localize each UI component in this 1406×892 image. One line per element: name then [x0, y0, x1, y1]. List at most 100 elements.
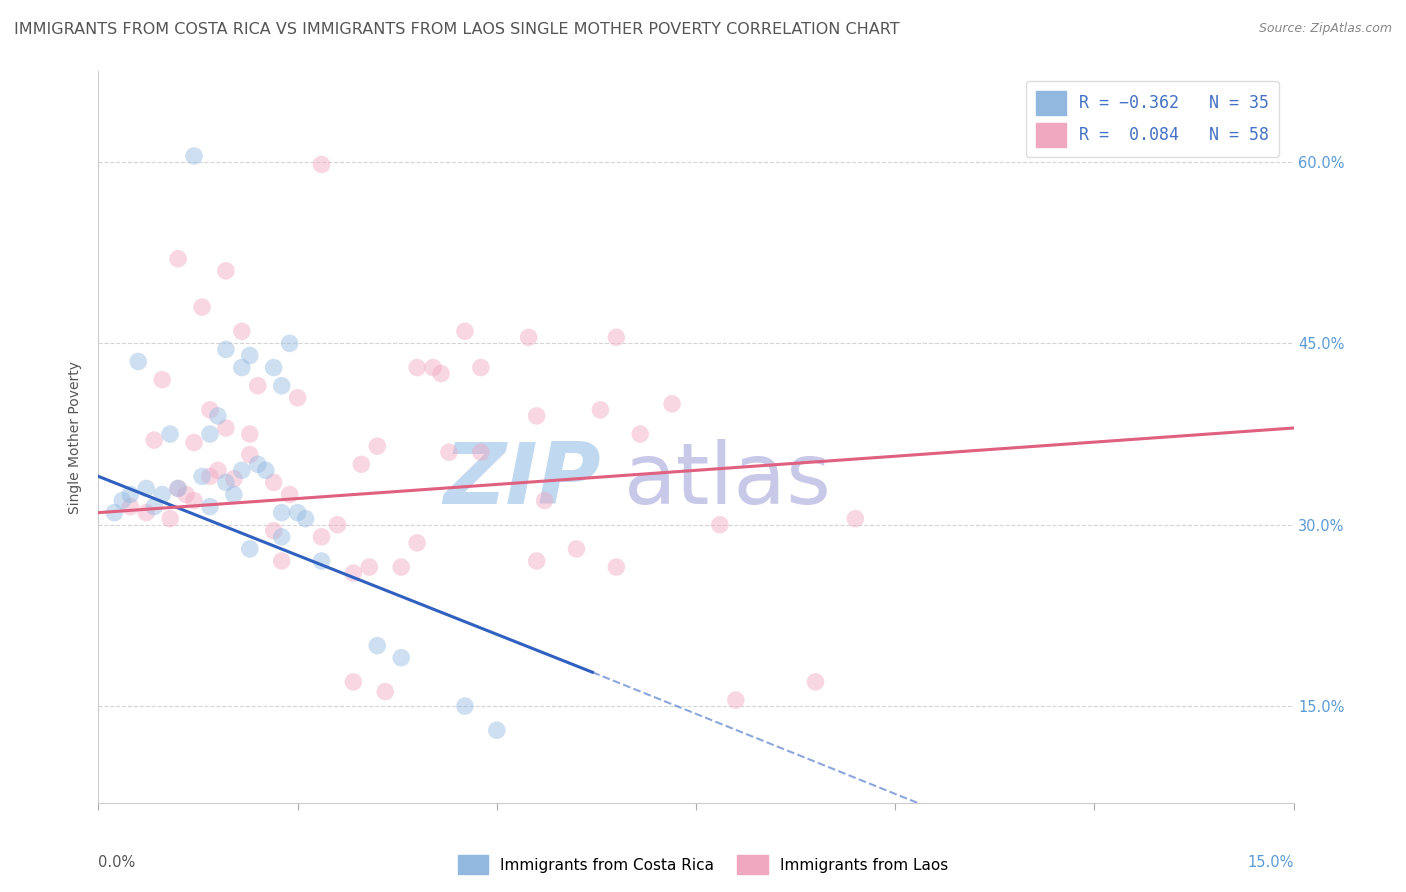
Point — [526, 554, 548, 568]
Point — [709, 517, 731, 532]
Point — [278, 487, 301, 501]
Point — [239, 448, 262, 462]
Point — [215, 475, 238, 490]
Point — [422, 360, 444, 375]
Point — [135, 482, 157, 496]
Point — [589, 403, 612, 417]
Point — [254, 463, 277, 477]
Point — [135, 506, 157, 520]
Point — [207, 409, 229, 423]
Point — [454, 699, 477, 714]
Point — [294, 511, 316, 525]
Point — [533, 493, 555, 508]
Point — [389, 650, 412, 665]
Point — [239, 349, 262, 363]
Point — [342, 674, 364, 689]
Point — [485, 723, 508, 738]
Point — [605, 330, 627, 344]
Point — [120, 500, 142, 514]
Point — [605, 560, 627, 574]
Point — [191, 469, 214, 483]
Text: IMMIGRANTS FROM COSTA RICA VS IMMIGRANTS FROM LAOS SINGLE MOTHER POVERTY CORRELA: IMMIGRANTS FROM COSTA RICA VS IMMIGRANTS… — [14, 22, 900, 37]
Point — [263, 360, 285, 375]
Point — [215, 421, 238, 435]
Text: 15.0%: 15.0% — [1247, 855, 1294, 870]
Point — [270, 530, 292, 544]
Point — [167, 482, 190, 496]
Point — [231, 463, 253, 477]
Y-axis label: Single Mother Poverty: Single Mother Poverty — [69, 360, 83, 514]
Point — [167, 482, 190, 496]
Point — [311, 157, 333, 171]
Point — [222, 487, 245, 501]
Point — [366, 439, 388, 453]
Point — [174, 487, 197, 501]
Point — [287, 391, 309, 405]
Point — [406, 536, 429, 550]
Point — [183, 149, 205, 163]
Point — [215, 343, 238, 357]
Point — [167, 252, 190, 266]
Point — [143, 500, 166, 514]
Point — [454, 324, 477, 338]
Point — [287, 506, 309, 520]
Point — [804, 674, 827, 689]
Point — [159, 427, 181, 442]
Point — [565, 541, 588, 556]
Point — [389, 560, 412, 574]
Point — [215, 264, 238, 278]
Point — [150, 373, 173, 387]
Point — [342, 566, 364, 580]
Point — [350, 457, 373, 471]
Point — [231, 324, 253, 338]
Point — [239, 427, 262, 442]
Point — [406, 360, 429, 375]
Point — [246, 378, 269, 392]
Point — [661, 397, 683, 411]
Text: 0.0%: 0.0% — [98, 855, 135, 870]
Point — [844, 511, 866, 525]
Point — [183, 435, 205, 450]
Point — [198, 427, 221, 442]
Point — [263, 524, 285, 538]
Point — [311, 554, 333, 568]
Point — [159, 511, 181, 525]
Text: Source: ZipAtlas.com: Source: ZipAtlas.com — [1258, 22, 1392, 36]
Point — [263, 475, 285, 490]
Point — [246, 457, 269, 471]
Point — [359, 560, 381, 574]
Text: atlas: atlas — [624, 440, 832, 523]
Point — [470, 360, 492, 375]
Legend: Immigrants from Costa Rica, Immigrants from Laos: Immigrants from Costa Rica, Immigrants f… — [451, 849, 955, 880]
Point — [111, 493, 134, 508]
Point — [311, 530, 333, 544]
Point — [222, 472, 245, 486]
Point — [239, 541, 262, 556]
Point — [150, 487, 173, 501]
Point — [143, 433, 166, 447]
Point — [198, 403, 221, 417]
Point — [270, 378, 292, 392]
Point — [231, 360, 253, 375]
Point — [191, 300, 214, 314]
Point — [437, 445, 460, 459]
Point — [120, 487, 142, 501]
Point — [270, 506, 292, 520]
Legend: R = −0.362   N = 35, R =  0.084   N = 58: R = −0.362 N = 35, R = 0.084 N = 58 — [1026, 81, 1279, 157]
Text: ZIP: ZIP — [443, 440, 600, 523]
Point — [526, 409, 548, 423]
Point — [198, 469, 221, 483]
Point — [183, 493, 205, 508]
Point — [517, 330, 540, 344]
Point — [270, 554, 292, 568]
Point — [326, 517, 349, 532]
Point — [366, 639, 388, 653]
Point — [278, 336, 301, 351]
Point — [374, 684, 396, 698]
Point — [103, 506, 125, 520]
Point — [127, 354, 149, 368]
Point — [470, 445, 492, 459]
Point — [198, 500, 221, 514]
Point — [628, 427, 651, 442]
Point — [207, 463, 229, 477]
